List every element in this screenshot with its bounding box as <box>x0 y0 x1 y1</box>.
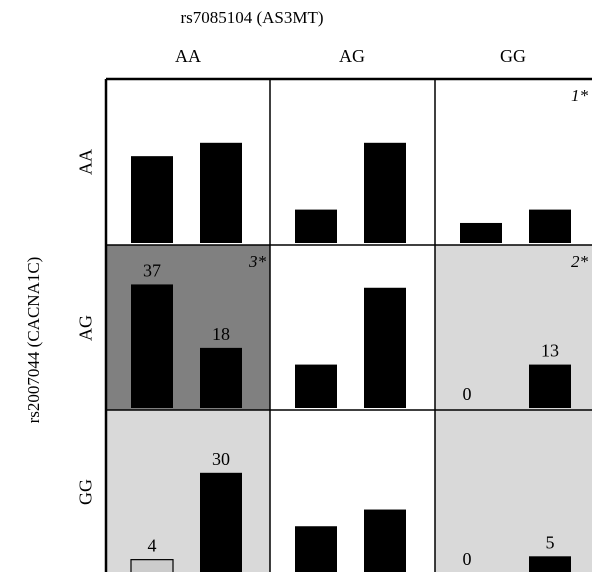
bar-aa-gg-2 <box>529 209 571 243</box>
data-label-ag-gg-2: 13 <box>541 341 559 361</box>
bar-gg-ag-2 <box>364 509 406 572</box>
panel-bg-ag-aa <box>106 245 270 410</box>
panel-bg-gg-gg <box>435 410 592 572</box>
data-label-gg-aa-2: 30 <box>212 449 230 469</box>
significance-tag-ag-aa: 3* <box>248 252 267 271</box>
bar-aa-aa-1 <box>131 156 173 243</box>
significance-tag-aa-gg: 1* <box>571 86 589 105</box>
bar-gg-aa-1 <box>130 559 174 572</box>
data-label-ag-aa-1: 37 <box>143 260 161 280</box>
bar-aa-ag-2 <box>364 142 406 243</box>
panel-bg-ag-ag <box>270 245 435 410</box>
bar-gg-aa-2 <box>200 472 242 572</box>
data-label-gg-gg-2: 5 <box>546 532 555 552</box>
bar-ag-ag-2 <box>364 287 406 408</box>
data-label-ag-aa-2: 18 <box>212 324 230 344</box>
panel-bg-gg-aa <box>106 410 270 572</box>
column-label-aa: AA <box>175 46 201 66</box>
panel-bg-aa-aa <box>106 79 270 245</box>
bar-ag-aa-2 <box>200 347 242 408</box>
bar-ag-ag-1 <box>295 364 337 408</box>
significance-tag-ag-gg: 2* <box>571 252 589 271</box>
column-label-ag: AG <box>339 46 365 66</box>
bar-aa-aa-2 <box>200 142 242 243</box>
bar-aa-gg-1 <box>460 222 502 243</box>
data-label-ag-gg-1: 0 <box>463 384 472 404</box>
column-label-gg: GG <box>500 46 526 66</box>
data-label-gg-aa-1: 4 <box>148 536 157 556</box>
data-label-gg-gg-1: 0 <box>463 549 472 569</box>
bar-gg-ag-1 <box>295 526 337 572</box>
panel-bg-gg-ag <box>270 410 435 572</box>
bar-gg-gg-2 <box>529 556 571 572</box>
chart-title: rs7085104 (AS3MT) <box>180 8 324 27</box>
panel-bg-aa-ag <box>270 79 435 245</box>
bar-aa-ag-1 <box>295 209 337 243</box>
bar-ag-gg-2 <box>529 364 571 408</box>
bar-ag-aa-1 <box>131 284 173 408</box>
